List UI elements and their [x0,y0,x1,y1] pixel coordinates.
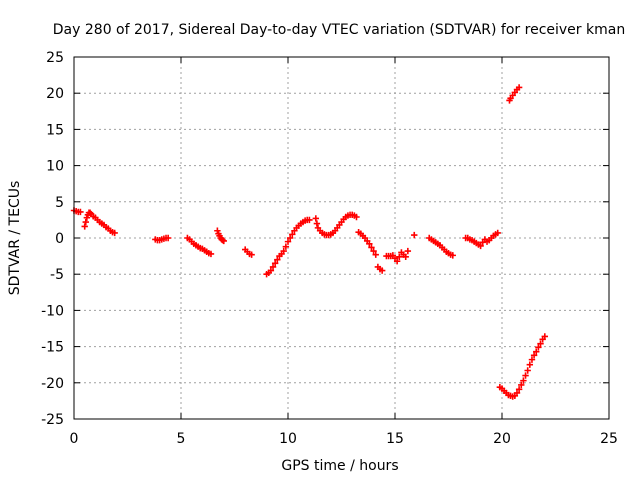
series-seg14 [462,229,501,250]
data-point [366,240,373,247]
data-point [286,234,294,242]
y-tick-label: -25 [41,412,64,428]
data-point [280,247,287,255]
series-seg15 [506,84,523,104]
data-point [81,223,88,230]
data-point [494,229,501,237]
data-point [515,386,523,393]
series-seg16 [496,333,548,400]
data-point [537,340,544,347]
data-point [306,216,313,224]
data-point [353,213,360,221]
data-point [207,250,215,258]
x-axis-label: GPS time / hours [281,458,398,474]
data-point [530,352,538,359]
x-tick-label: 20 [493,431,511,447]
data-point [515,84,523,91]
series-seg5 [214,227,227,245]
data-point [477,242,484,250]
data-point [368,244,375,251]
data-point [269,263,277,271]
grid-lines [74,57,609,419]
data-point [449,252,456,259]
chart-title: Day 280 of 2017, Sidereal Day-to-day VTE… [53,22,625,38]
data-point [370,247,377,255]
series-seg12 [411,231,418,239]
x-tick-label: 25 [600,431,618,447]
series-seg1 [70,207,84,216]
data-point [541,333,548,340]
y-tick-label: 5 [55,195,64,211]
x-tick-label: 0 [70,431,79,447]
data-point [82,218,89,226]
x-tick-label: 5 [177,431,186,447]
data-point [396,253,403,261]
series-seg4 [184,234,215,258]
x-tick-label: 15 [386,431,404,447]
data-point [402,253,409,261]
y-tick-label: 0 [55,231,64,247]
data-point [77,208,84,216]
y-tick-label: 15 [46,122,64,138]
y-tick-label: 20 [46,86,64,102]
y-tick-label: 10 [46,159,64,175]
series-seg13 [426,234,456,259]
y-tick-labels: 25 20 15 10 5 0 -5 -10 -15 -20 -25 [41,50,64,428]
data-point [248,251,255,258]
data-point [524,367,531,374]
data-point [220,237,227,245]
data-point [271,260,279,267]
data-point [522,372,529,379]
y-tick-label: -20 [41,376,64,392]
data-point [411,231,418,239]
axis-ticks [73,56,610,420]
data-point [372,251,379,258]
series-seg8 [312,211,360,239]
y-tick-label: -10 [41,303,64,319]
y-tick-label: 25 [46,50,64,66]
data-point [393,257,401,265]
series-seg11 [383,247,412,265]
y-tick-label: -15 [41,340,64,356]
data-point [289,231,296,238]
x-tick-label: 10 [279,431,297,447]
series-seg3 [152,234,172,244]
series-seg9 [355,229,379,258]
series-seg10 [374,263,386,274]
x-tick-labels: 0 5 10 15 20 25 [70,431,618,447]
data-point [528,356,536,363]
data-point [404,247,412,255]
data-point [526,361,534,368]
series-seg6 [242,246,255,258]
data-point [533,348,540,355]
y-axis-label: SDTVAR / TECUs [7,181,23,296]
data-points [70,84,548,400]
data-point [284,238,292,245]
data-point [164,234,172,242]
data-point [282,243,290,250]
y-tick-label: -5 [50,267,64,283]
data-point [313,220,321,227]
series-seg7 [263,216,313,278]
data-point [111,229,118,237]
data-point [535,344,542,351]
data-point [274,256,281,263]
data-point [312,215,320,222]
data-point [520,377,527,384]
data-point [513,389,521,397]
data-point [267,267,275,274]
data-point [378,267,386,274]
data-point [518,381,525,389]
series-seg2 [81,209,118,237]
